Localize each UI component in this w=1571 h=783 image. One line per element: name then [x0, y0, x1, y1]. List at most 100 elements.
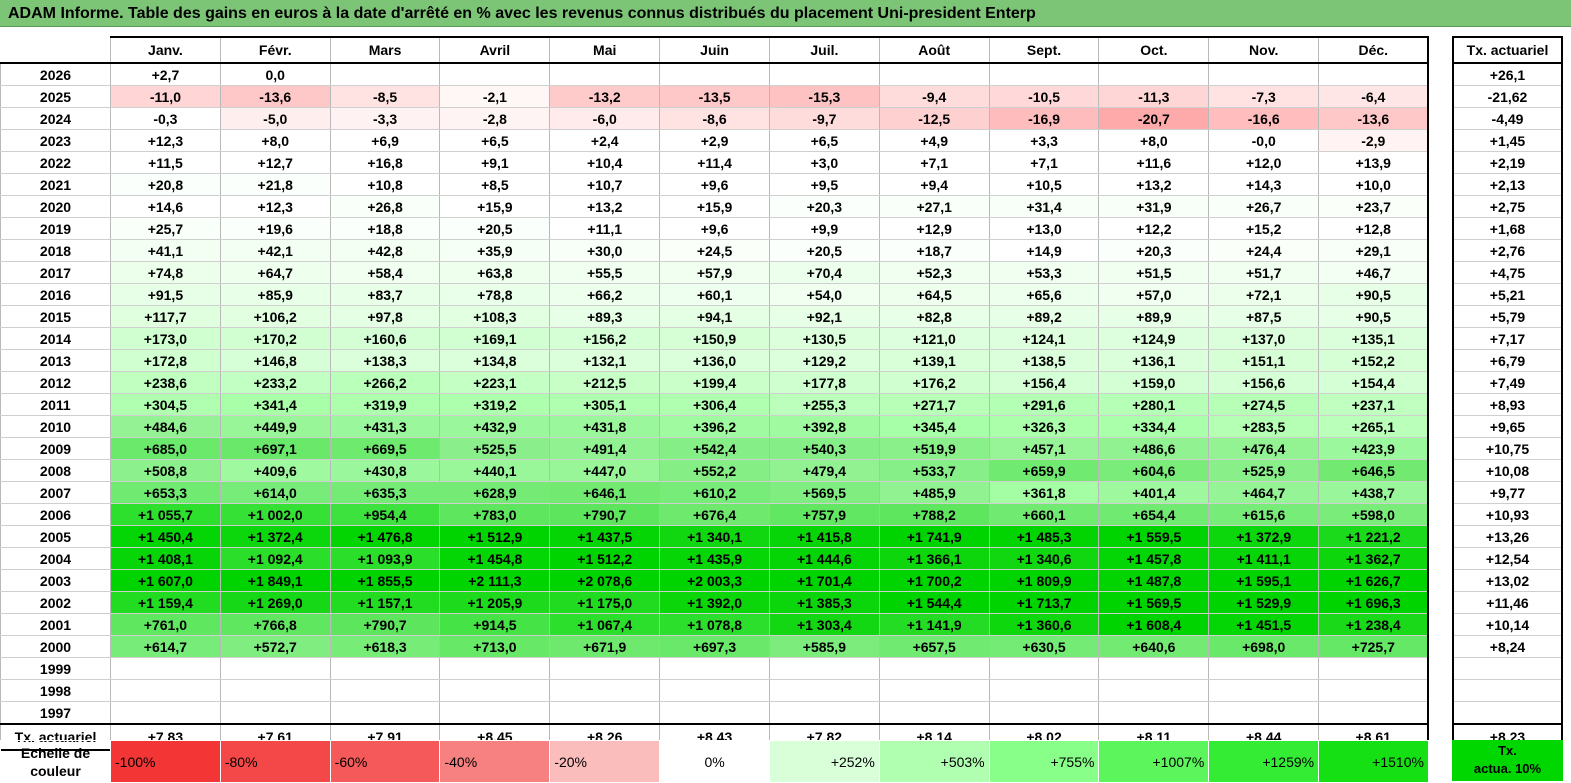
gain-cell: +628,9: [439, 481, 551, 504]
month-header: Mars: [329, 36, 441, 64]
gain-cell: +14,6: [110, 195, 221, 218]
month-header: Avril: [439, 36, 551, 64]
gain-cell: [1318, 679, 1430, 702]
table-row: 2017 +74,8 +64,7 +58,4 +63,8 +55,5 +57,9 +70,4 +…: [0, 261, 1430, 284]
gain-cell: +1 340,1: [659, 525, 770, 548]
gain-cell: +1 855,5: [329, 569, 441, 592]
gain-cell: +9,1: [439, 151, 551, 174]
gain-cell: +1 372,4: [219, 525, 331, 548]
year-label: 2000: [0, 635, 111, 658]
gain-cell: +1 544,4: [878, 591, 990, 614]
gain-cell: +646,1: [549, 481, 661, 504]
gain-cell: +18,8: [329, 217, 441, 240]
gain-cell: +25,7: [110, 217, 221, 240]
gain-cell: +41,1: [110, 239, 221, 262]
legend-label: Echelle de couleur: [0, 740, 111, 783]
gain-cell: +78,8: [439, 283, 551, 306]
gain-cell: +74,8: [110, 261, 221, 284]
side-row: [1452, 701, 1563, 725]
gain-cell: +146,8: [219, 349, 331, 372]
gain-cell: +783,0: [439, 503, 551, 526]
gain-cell: +572,7: [219, 635, 331, 658]
gain-cell: +12,3: [110, 129, 221, 152]
gain-cell: +14,3: [1208, 173, 1320, 196]
table-row: 2000 +614,7 +572,7 +618,3 +713,0 +671,9 +697,3…: [0, 635, 1430, 658]
year-label: 2013: [0, 349, 111, 372]
gain-cell: -16,6: [1208, 107, 1320, 130]
year-label: 2015: [0, 305, 111, 328]
gain-cell: +173,0: [110, 327, 221, 350]
gain-cell: +1 067,4: [549, 613, 661, 636]
gain-cell: +685,0: [110, 437, 221, 460]
gain-cell: +614,7: [110, 635, 221, 658]
gain-cell: 0,0: [219, 63, 331, 86]
gain-cell: +20,3: [1098, 239, 1210, 262]
gain-cell: +7,1: [878, 151, 990, 174]
side-row: [1452, 657, 1563, 680]
gain-cell: +265,1: [1318, 415, 1430, 438]
gain-cell: +657,5: [878, 635, 990, 658]
gain-cell: -10,5: [988, 85, 1100, 108]
gain-cell: +598,0: [1318, 503, 1430, 526]
table-row: 2005 +1 450,4 +1 372,4 +1 476,8 +1 512,9 +1 4…: [0, 525, 1430, 548]
gain-cell: +304,5: [110, 393, 221, 416]
gain-cell: +9,6: [659, 173, 770, 196]
legend-swatch: +1007%: [1098, 740, 1210, 783]
gain-cell: +15,2: [1208, 217, 1320, 240]
gain-cell: +1 205,9: [439, 591, 551, 614]
legend-swatch: -80%: [219, 740, 331, 783]
gain-cell: +790,7: [329, 613, 441, 636]
gain-cell: -20,7: [1098, 107, 1210, 130]
gain-cell: +519,9: [878, 437, 990, 460]
gain-cell: +283,5: [1208, 415, 1320, 438]
gain-cell: +9,4: [878, 173, 990, 196]
side-row: +8,93: [1452, 393, 1563, 416]
gain-cell: +91,5: [110, 283, 221, 306]
side-row: +11,46: [1452, 591, 1563, 614]
gain-cell: +136,1: [1098, 349, 1210, 372]
gain-cell: +486,6: [1098, 437, 1210, 460]
side-row: +2,13: [1452, 173, 1563, 196]
gain-cell: +1 559,5: [1098, 525, 1210, 548]
gain-cell: +1 340,6: [988, 547, 1100, 570]
gain-cell: +42,1: [219, 239, 331, 262]
table-row: 2001 +761,0 +766,8 +790,7 +914,5 +1 067,4 +1 0…: [0, 613, 1430, 636]
gain-cell: +1 569,5: [1098, 591, 1210, 614]
gain-cell: +1 385,3: [768, 591, 880, 614]
gain-cell: +20,5: [439, 217, 551, 240]
gain-cell: +305,1: [549, 393, 661, 416]
gain-cell: [988, 657, 1100, 680]
gain-cell: +51,5: [1098, 261, 1210, 284]
legend-swatch: +503%: [878, 740, 990, 783]
gain-cell: [219, 679, 331, 702]
table-row: 1998: [0, 679, 1430, 702]
gain-cell: +255,3: [768, 393, 880, 416]
actuarial-rate-cell: +7,49: [1452, 371, 1563, 394]
gain-cell: +152,2: [1318, 349, 1430, 372]
gain-cell: [659, 657, 770, 680]
gain-cell: +15,9: [659, 195, 770, 218]
gain-cell: +1 141,9: [878, 613, 990, 636]
legend-swatch: -60%: [329, 740, 441, 783]
year-label: 2001: [0, 613, 111, 636]
gain-cell: +2 111,3: [439, 569, 551, 592]
gain-cell: [659, 679, 770, 702]
gain-cell: +660,1: [988, 503, 1100, 526]
side-row: +9,65: [1452, 415, 1563, 438]
gain-cell: [1208, 679, 1320, 702]
gain-cell: [329, 657, 441, 680]
gain-cell: +954,4: [329, 503, 441, 526]
gain-cell: +476,4: [1208, 437, 1320, 460]
gain-cell: +64,5: [878, 283, 990, 306]
gain-cell: [329, 701, 441, 725]
gain-cell: [878, 701, 990, 725]
table-row: 2008 +508,8 +409,6 +430,8 +440,1 +447,0 +552,2…: [0, 459, 1430, 482]
gain-cell: +788,2: [878, 503, 990, 526]
gain-cell: +671,9: [549, 635, 661, 658]
table-row: 2023 +12,3 +8,0 +6,9 +6,5 +2,4 +2,9 +6,5 +4,9 +3,…: [0, 129, 1430, 152]
gain-cell: +4,9: [878, 129, 990, 152]
gain-cell: +20,8: [110, 173, 221, 196]
gain-cell: +151,1: [1208, 349, 1320, 372]
gain-cell: +58,4: [329, 261, 441, 284]
side-row: +1,68: [1452, 217, 1563, 240]
